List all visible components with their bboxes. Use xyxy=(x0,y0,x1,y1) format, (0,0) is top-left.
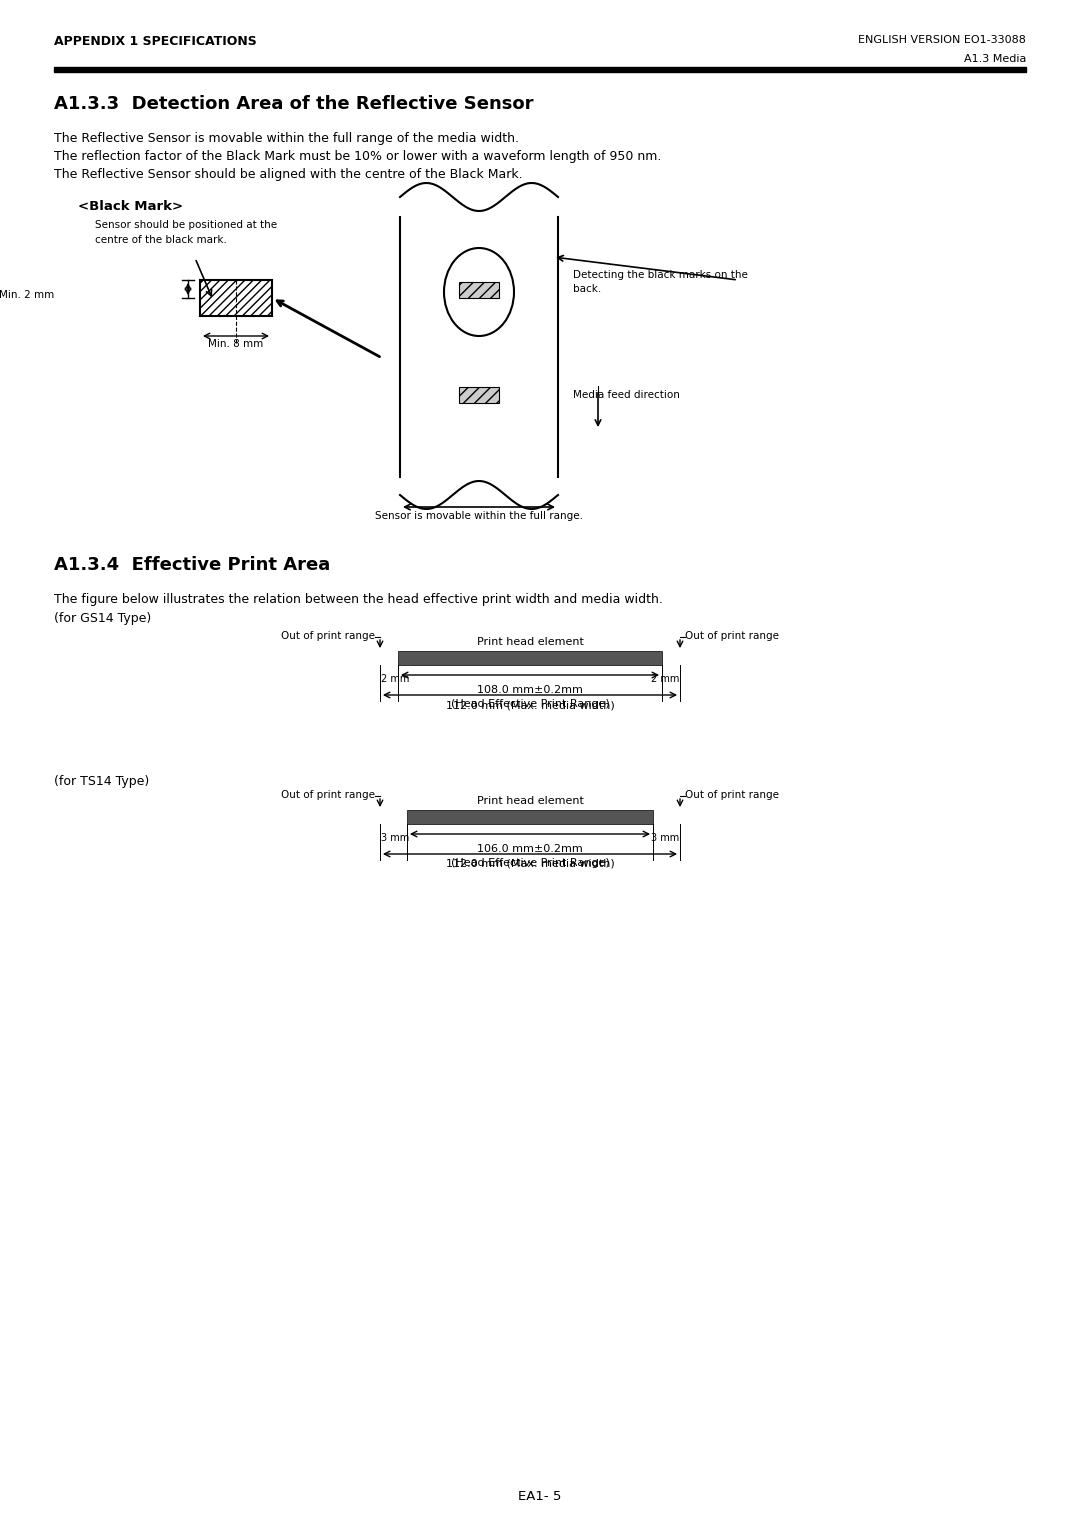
Text: EA1- 5: EA1- 5 xyxy=(518,1490,562,1503)
Text: The figure below illustrates the relation between the head effective print width: The figure below illustrates the relatio… xyxy=(54,592,663,606)
Text: 3 mm: 3 mm xyxy=(651,834,679,843)
Text: 112.0 mm (Max. media width): 112.0 mm (Max. media width) xyxy=(446,860,615,869)
Text: Sensor should be positioned at the: Sensor should be positioned at the xyxy=(95,220,278,231)
Text: Min. 8 mm: Min. 8 mm xyxy=(208,339,264,350)
Text: 2 mm: 2 mm xyxy=(650,673,679,684)
Text: Out of print range: Out of print range xyxy=(281,789,375,800)
Text: (for TS14 Type): (for TS14 Type) xyxy=(54,776,149,788)
Text: (for GS14 Type): (for GS14 Type) xyxy=(54,612,151,625)
Text: 3 mm: 3 mm xyxy=(381,834,409,843)
Text: A1.3 Media: A1.3 Media xyxy=(963,53,1026,64)
Text: The Reflective Sensor should be aligned with the centre of the Black Mark.: The Reflective Sensor should be aligned … xyxy=(54,168,523,182)
Text: The Reflective Sensor is movable within the full range of the media width.: The Reflective Sensor is movable within … xyxy=(54,131,519,145)
Text: Detecting the black marks on the: Detecting the black marks on the xyxy=(573,270,747,279)
Text: centre of the black mark.: centre of the black mark. xyxy=(95,235,227,244)
Bar xyxy=(200,279,272,316)
Text: <Black Mark>: <Black Mark> xyxy=(78,200,184,212)
Text: Out of print range: Out of print range xyxy=(685,789,779,800)
Text: 2 mm: 2 mm xyxy=(381,673,409,684)
Text: ENGLISH VERSION EO1-33088: ENGLISH VERSION EO1-33088 xyxy=(859,35,1026,44)
Text: Out of print range: Out of print range xyxy=(685,631,779,641)
Text: A1.3.3  Detection Area of the Reflective Sensor: A1.3.3 Detection Area of the Reflective … xyxy=(54,95,534,113)
Text: Min. 2 mm: Min. 2 mm xyxy=(0,290,54,299)
Bar xyxy=(399,651,662,664)
Text: 112.0 mm (Max. media width): 112.0 mm (Max. media width) xyxy=(446,699,615,710)
Text: A1.3.4  Effective Print Area: A1.3.4 Effective Print Area xyxy=(54,556,330,574)
Text: back.: back. xyxy=(573,284,602,295)
Text: 106.0 mm±0.2mm: 106.0 mm±0.2mm xyxy=(477,844,583,854)
Text: The reflection factor of the Black Mark must be 10% or lower with a waveform len: The reflection factor of the Black Mark … xyxy=(54,150,661,163)
Text: Media feed direction: Media feed direction xyxy=(573,389,680,400)
Text: (Head Effective Print Range): (Head Effective Print Range) xyxy=(450,699,609,709)
Text: (Head Effective Print Range): (Head Effective Print Range) xyxy=(450,858,609,867)
Bar xyxy=(407,809,653,825)
Text: Print head element: Print head element xyxy=(476,796,583,806)
Bar xyxy=(54,67,1026,72)
Bar xyxy=(459,386,499,403)
Text: Out of print range: Out of print range xyxy=(281,631,375,641)
Text: APPENDIX 1 SPECIFICATIONS: APPENDIX 1 SPECIFICATIONS xyxy=(54,35,257,47)
Text: Print head element: Print head element xyxy=(476,637,583,647)
Bar xyxy=(459,282,499,298)
Ellipse shape xyxy=(444,247,514,336)
Text: Sensor is movable within the full range.: Sensor is movable within the full range. xyxy=(375,512,583,521)
Text: 108.0 mm±0.2mm: 108.0 mm±0.2mm xyxy=(477,686,583,695)
